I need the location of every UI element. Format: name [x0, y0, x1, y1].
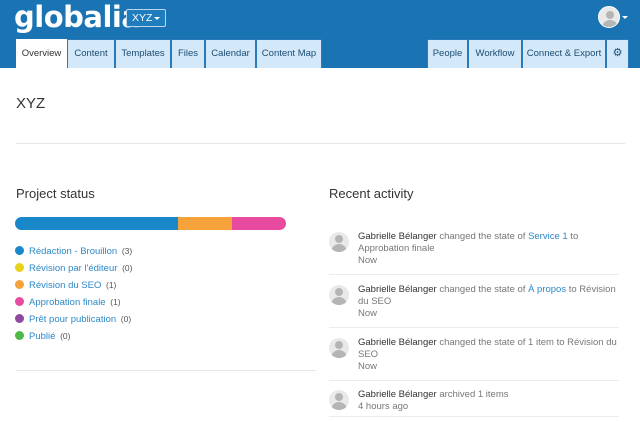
- activity-text: Gabrielle Bélanger changed the state of …: [358, 284, 618, 320]
- status-bar-segment: [231, 217, 286, 230]
- legend-item[interactable]: Rédaction - Brouillon (3): [15, 243, 132, 260]
- activity-action: changed the state of: [436, 231, 529, 242]
- tab-connect-export[interactable]: Connect & Export: [522, 39, 606, 68]
- tab-workflow[interactable]: Workflow: [468, 39, 522, 68]
- tab-people[interactable]: People: [427, 39, 468, 68]
- legend-item[interactable]: Prêt pour publication (0): [15, 311, 132, 328]
- status-dot-icon: [15, 245, 24, 255]
- project-selector[interactable]: XYZ: [126, 9, 167, 27]
- avatar: [329, 390, 349, 410]
- divider: [16, 370, 316, 371]
- tab-content[interactable]: Content: [67, 39, 115, 68]
- legend-item[interactable]: Approbation finale (1): [15, 294, 132, 311]
- activity-user: Gabrielle Bélanger: [358, 284, 437, 295]
- legend-label[interactable]: Révision du SEO: [29, 280, 102, 291]
- page-title: XYZ: [16, 95, 46, 112]
- legend-count: (1): [105, 280, 117, 290]
- status-legend: Rédaction - Brouillon (3) Révision par l…: [15, 243, 132, 345]
- activity-link[interactable]: À propos: [528, 284, 567, 295]
- status-bar-segment: [15, 217, 178, 230]
- legend-item[interactable]: Révision du SEO (1): [15, 277, 132, 294]
- chevron-down-icon: [154, 16, 161, 20]
- activity-action: archived 1 items: [436, 389, 509, 400]
- avatar: [329, 232, 349, 252]
- status-dot-icon: [15, 330, 24, 340]
- activity-text: Gabrielle Bélanger archived 1 items 4 hou…: [358, 389, 618, 413]
- legend-label[interactable]: Prêt pour publication: [29, 314, 117, 325]
- activity-action: changed the state of: [436, 284, 529, 295]
- tab-content-map[interactable]: Content Map: [256, 39, 322, 68]
- legend-label[interactable]: Rédaction - Brouillon: [29, 246, 118, 257]
- project-status-bar: [15, 217, 286, 230]
- activity-time: Now: [358, 308, 378, 319]
- tab-templates[interactable]: Templates: [115, 39, 171, 68]
- activity-text: Gabrielle Bélanger changed the state of …: [358, 337, 618, 373]
- divider: [329, 416, 619, 417]
- activity-user: Gabrielle Bélanger: [358, 231, 437, 242]
- recent-activity-title: Recent activity: [329, 186, 414, 201]
- tab-settings[interactable]: ⚙: [606, 39, 629, 68]
- legend-label[interactable]: Approbation finale: [29, 297, 106, 308]
- status-dot-icon: [15, 262, 24, 272]
- tab-overview[interactable]: Overview: [16, 39, 67, 68]
- divider: [329, 274, 619, 275]
- divider: [16, 143, 625, 144]
- status-dot-icon: [15, 279, 24, 289]
- legend-item[interactable]: Révision par l'éditeur (0): [15, 260, 132, 277]
- status-dot-icon: [15, 313, 24, 323]
- legend-label[interactable]: Publié: [29, 331, 56, 342]
- divider: [329, 380, 619, 381]
- tab-calendar[interactable]: Calendar: [205, 39, 256, 68]
- project-selector-label: XYZ: [132, 12, 153, 24]
- legend-count: (0): [122, 263, 133, 273]
- avatar: [329, 285, 349, 305]
- legend-count: (0): [60, 331, 71, 341]
- activity-action-end: to Révision du SEO: [358, 284, 616, 307]
- legend-count: (0): [120, 314, 132, 324]
- status-bar-segment: [177, 217, 232, 230]
- activity-time: Now: [358, 255, 378, 266]
- divider: [329, 327, 619, 328]
- legend-count: (1): [110, 297, 121, 307]
- legend-label[interactable]: Révision par l'éditeur: [29, 263, 118, 274]
- activity-action-end: to Approbation finale: [358, 231, 579, 254]
- activity-time: 4 hours ago: [358, 401, 409, 412]
- gear-icon: ⚙: [612, 47, 623, 59]
- chevron-down-icon: [622, 15, 628, 19]
- user-menu[interactable]: [598, 6, 628, 28]
- activity-user: Gabrielle Bélanger: [358, 337, 437, 348]
- project-status-title: Project status: [16, 186, 95, 201]
- globalia-logo[interactable]: globalia: [14, 0, 141, 34]
- legend-item[interactable]: Publié (0): [15, 328, 132, 345]
- avatar: [329, 338, 349, 358]
- tab-files[interactable]: Files: [171, 39, 205, 68]
- top-header: globalia XYZ Overview Content Templates …: [0, 0, 640, 68]
- avatar: [598, 6, 620, 28]
- legend-count: (3): [121, 246, 133, 256]
- status-dot-icon: [15, 296, 24, 306]
- activity-time: Now: [358, 361, 378, 372]
- activity-action: changed the state of 1 item to Révision …: [358, 337, 617, 360]
- activity-user: Gabrielle Bélanger: [358, 389, 437, 400]
- activity-link[interactable]: Service 1: [528, 231, 568, 242]
- activity-text: Gabrielle Bélanger changed the state of …: [358, 231, 618, 267]
